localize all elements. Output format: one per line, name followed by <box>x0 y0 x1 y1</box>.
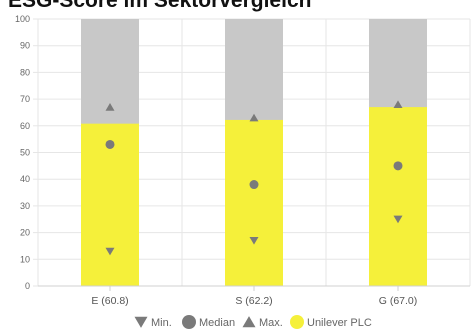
company-bar <box>369 107 427 286</box>
triangle-up-marker <box>393 100 403 109</box>
legend-item: Max. <box>242 316 283 329</box>
legend-label: Min. <box>151 317 172 329</box>
y-tick-label: 90 <box>20 41 30 51</box>
triangle-up-marker <box>105 103 115 111</box>
markers <box>105 100 403 256</box>
y-tick-label: 70 <box>20 94 30 104</box>
legend-label: Unilever PLC <box>307 317 372 329</box>
x-axis: E (60.8) S (62.2) G (67.0) <box>38 285 470 307</box>
legend-item: Unilever PLC <box>290 315 372 329</box>
circle-marker <box>105 139 115 149</box>
x-tick-label: G (67.0) <box>379 295 418 307</box>
legend-swatch-triangle-up <box>242 316 256 328</box>
x-tick-label: E (60.8) <box>91 295 128 307</box>
y-axis: 0 10 20 30 40 50 60 70 80 90 100 <box>15 14 38 291</box>
y-tick-label: 20 <box>20 228 30 238</box>
legend-swatch-triangle-down <box>134 316 148 328</box>
circle-marker <box>393 161 403 171</box>
x-tick-label: S (62.2) <box>235 295 272 307</box>
bars <box>81 19 427 287</box>
triangle-down-marker <box>249 237 259 245</box>
legend-label: Median <box>199 317 235 329</box>
company-bar <box>81 123 139 286</box>
legend-item: Median <box>182 315 235 329</box>
circle-marker <box>249 180 259 190</box>
triangle-down-marker <box>393 215 403 224</box>
y-tick-label: 40 <box>20 174 30 184</box>
y-tick-label: 10 <box>20 254 30 264</box>
legend-item: Min. <box>134 316 172 329</box>
y-tick-label: 30 <box>20 201 30 211</box>
legend-label: Max. <box>259 317 283 329</box>
y-tick-label: 50 <box>20 148 30 158</box>
y-tick-label: 60 <box>20 121 30 131</box>
company-bar <box>225 119 283 287</box>
y-tick-label: 0 <box>25 281 30 291</box>
y-tick-label: 80 <box>20 67 30 77</box>
chart-title: ESG-Score im Sektorvergleich <box>8 0 312 12</box>
triangle-down-marker <box>105 247 115 256</box>
y-tick-label: 100 <box>15 14 30 24</box>
legend-swatch-circle <box>182 315 196 329</box>
legend-swatch-company <box>290 315 304 329</box>
legend: Min. Median Max. Unilever PLC <box>134 315 372 329</box>
triangle-up-marker <box>249 113 259 122</box>
